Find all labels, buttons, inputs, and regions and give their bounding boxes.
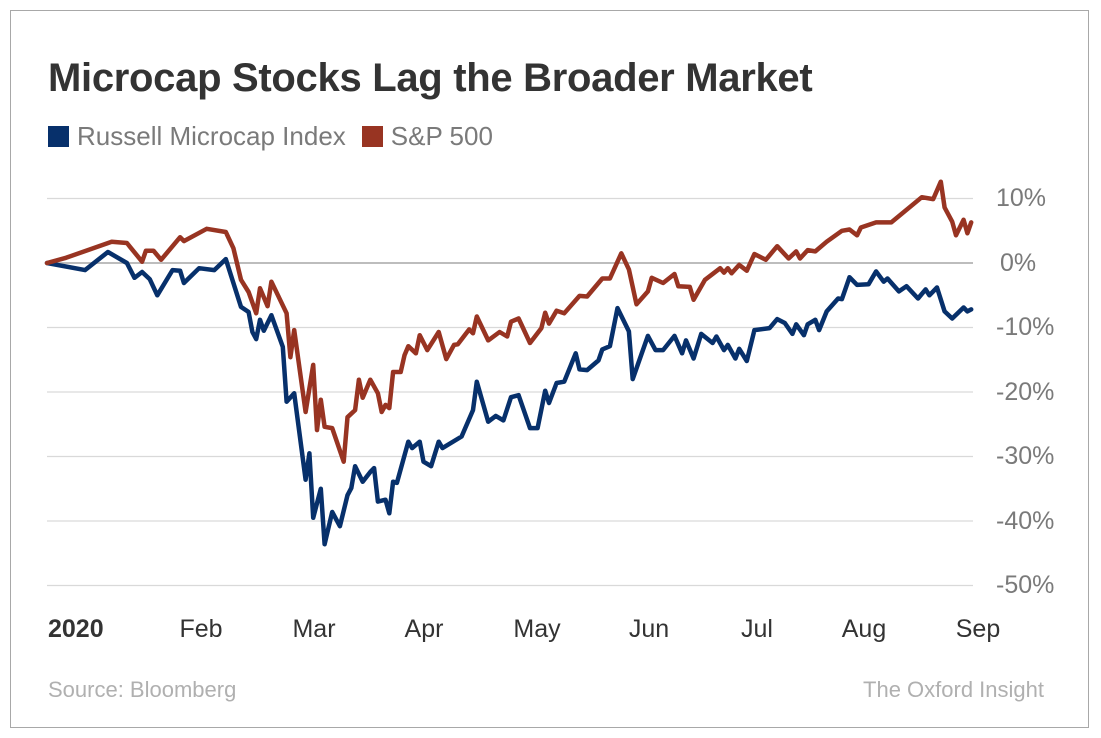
legend: Russell Microcap Index S&P 500: [48, 121, 509, 152]
y-tick-label: -20%: [996, 378, 1055, 406]
legend-item-sp500: S&P 500: [361, 121, 493, 152]
legend-label-russell-microcap: Russell Microcap Index: [77, 121, 346, 151]
y-tick-label: 0%: [1000, 249, 1037, 277]
y-tick-label: -10%: [996, 313, 1055, 341]
chart-title: Microcap Stocks Lag the Broader Market: [48, 56, 813, 100]
series-line-sp500: [44, 179, 974, 464]
legend-label-sp500: S&P 500: [390, 121, 493, 151]
legend-item-russell-microcap: Russell Microcap Index: [48, 121, 346, 152]
x-tick-label: 2020: [48, 615, 104, 643]
y-tick-label: -30%: [996, 442, 1055, 470]
legend-swatch-russell-microcap: [48, 126, 69, 147]
source-note: Source: Bloomberg: [48, 677, 237, 702]
y-tick-label: 10%: [996, 184, 1047, 212]
x-tick-label: Mar: [292, 615, 336, 643]
x-tick-label: May: [513, 615, 561, 643]
x-tick-label: Jul: [741, 615, 773, 643]
chart-frame: [10, 10, 1089, 728]
x-tick-label: Apr: [404, 615, 444, 643]
publisher-credit: The Oxford Insight: [863, 677, 1044, 702]
x-tick-label: Jun: [628, 615, 670, 643]
x-tick-label: Sep: [955, 615, 1001, 643]
x-tick-label: Feb: [179, 615, 223, 643]
legend-swatch-sp500: [361, 126, 383, 147]
y-tick-label: -40%: [996, 507, 1055, 535]
y-tick-label: -50%: [996, 571, 1055, 599]
x-tick-label: Aug: [841, 615, 887, 643]
series-line-russell-microcap: [44, 249, 974, 547]
